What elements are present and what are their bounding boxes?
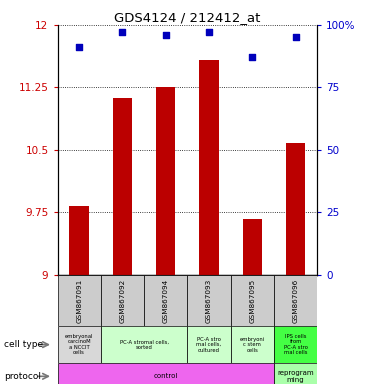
Bar <box>274 363 317 384</box>
Point <box>119 30 125 36</box>
Bar <box>101 275 144 326</box>
Bar <box>69 206 89 275</box>
Text: GSM867096: GSM867096 <box>293 278 299 323</box>
Title: GDS4124 / 212412_at: GDS4124 / 212412_at <box>114 11 260 24</box>
Text: control: control <box>154 373 178 379</box>
Bar <box>187 275 231 326</box>
Text: reprogram
ming: reprogram ming <box>277 370 314 383</box>
Point <box>206 30 212 36</box>
Bar <box>156 88 175 275</box>
Bar <box>274 275 317 326</box>
Bar <box>187 326 231 363</box>
Bar <box>243 219 262 275</box>
Bar <box>101 326 187 363</box>
Bar <box>58 275 101 326</box>
Bar <box>274 326 317 363</box>
Bar <box>231 326 274 363</box>
Bar <box>286 143 305 275</box>
Bar <box>58 363 274 384</box>
Text: IPS cells
from
PC-A stro
mal cells: IPS cells from PC-A stro mal cells <box>283 334 308 355</box>
Text: GSM867095: GSM867095 <box>249 278 255 323</box>
Bar <box>58 326 101 363</box>
Text: PC-A stromal cells,
sorted: PC-A stromal cells, sorted <box>119 339 168 350</box>
Text: embryoni
c stem
cells: embryoni c stem cells <box>240 337 265 353</box>
Point <box>163 32 169 38</box>
Text: PC-A stro
mal cells,
cultured: PC-A stro mal cells, cultured <box>196 337 221 353</box>
Bar <box>199 60 219 275</box>
Text: GSM867092: GSM867092 <box>119 278 125 323</box>
Text: GSM867093: GSM867093 <box>206 278 212 323</box>
Text: GSM867091: GSM867091 <box>76 278 82 323</box>
Bar <box>113 98 132 275</box>
Text: embryonal
carcinoM
a NCCIT
cells: embryonal carcinoM a NCCIT cells <box>65 334 93 355</box>
Text: protocol: protocol <box>4 372 41 381</box>
Text: GSM867094: GSM867094 <box>163 278 169 323</box>
Bar <box>231 275 274 326</box>
Bar <box>144 275 187 326</box>
Point <box>293 35 299 41</box>
Text: cell type: cell type <box>4 340 43 349</box>
Point <box>249 55 255 61</box>
Point <box>76 45 82 51</box>
